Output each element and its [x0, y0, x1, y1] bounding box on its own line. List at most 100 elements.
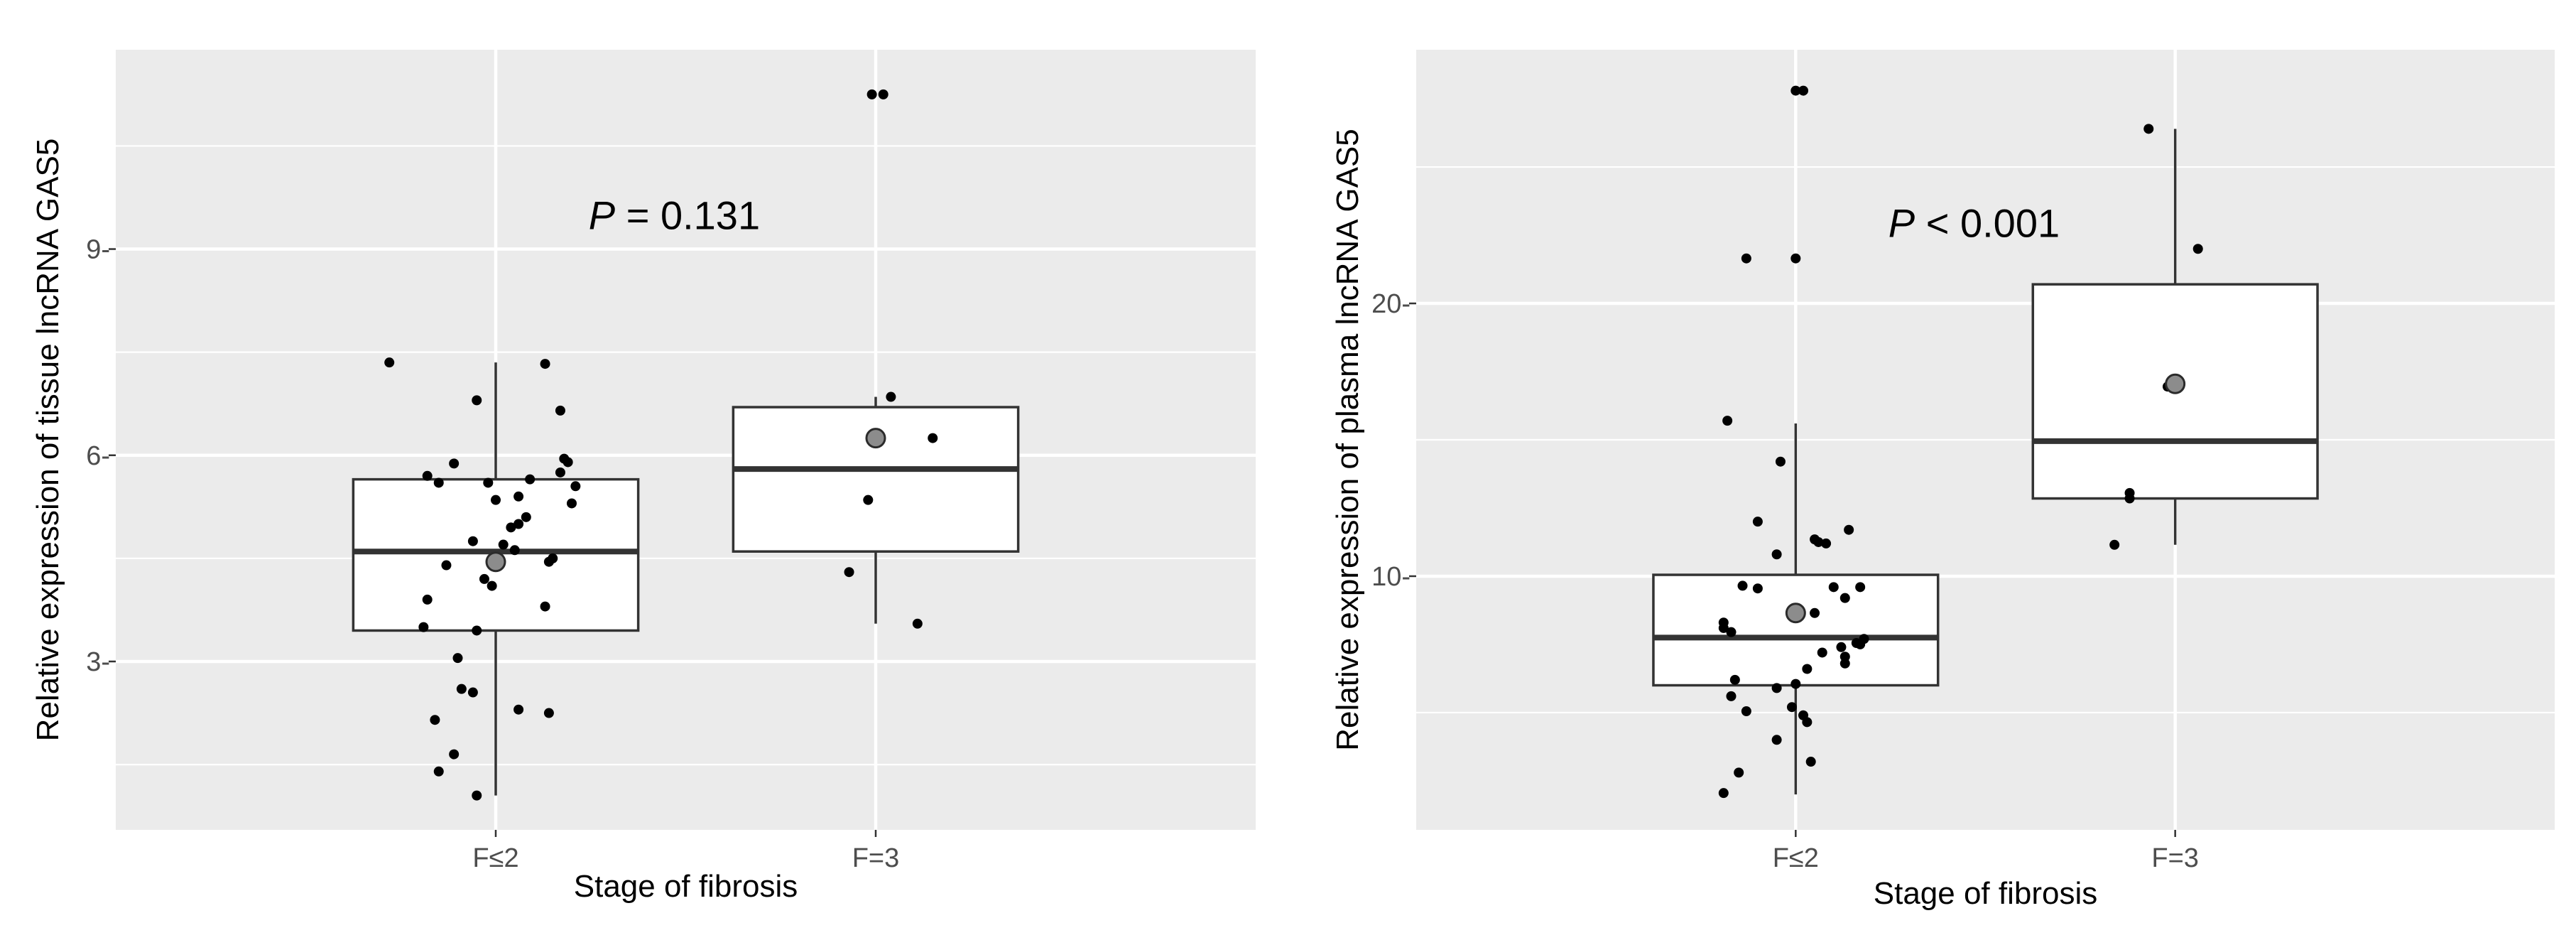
mean-marker: [2165, 373, 2186, 394]
data-point: [878, 89, 888, 99]
data-point: [433, 477, 444, 488]
p-value-text: < 0.001: [1915, 201, 2060, 246]
data-point: [563, 457, 573, 468]
data-point: [430, 715, 440, 725]
mean-marker: [865, 428, 886, 449]
mean-marker: [485, 551, 506, 573]
data-point: [418, 622, 429, 632]
data-point: [1741, 706, 1751, 716]
data-point: [866, 89, 877, 99]
data-point: [1802, 717, 1813, 728]
data-point: [863, 495, 874, 505]
data-point: [487, 580, 497, 591]
data-point: [1855, 582, 1866, 593]
data-point: [844, 567, 854, 578]
data-point: [1844, 524, 1854, 535]
data-point: [1726, 691, 1737, 701]
box-1: [1652, 423, 1940, 795]
y-tick-label: 9-: [86, 235, 110, 265]
data-point: [1810, 607, 1820, 618]
p-value-text: = 0.131: [615, 193, 760, 238]
panel-2: 10- 20- F≤2 F=3 P < 0.001 Stage of fibrosis Re…: [1330, 50, 2555, 911]
data-point: [479, 573, 489, 584]
data-point: [912, 618, 923, 629]
data-point: [1802, 664, 1813, 674]
data-point: [1839, 658, 1850, 669]
data-point: [1771, 683, 1782, 693]
x-tick-label: F≤2: [472, 843, 518, 873]
data-point: [498, 539, 509, 550]
data-point: [483, 477, 494, 488]
data-point: [1741, 253, 1751, 264]
data-point: [1729, 674, 1740, 685]
data-point: [1737, 580, 1748, 591]
data-point: [567, 498, 577, 509]
data-point: [543, 556, 554, 567]
panel-1: 3- 6- 9- F≤2 F=3 P = 0.131 Stage of fibrosis Re…: [31, 50, 1256, 904]
data-point: [449, 749, 460, 760]
data-point: [433, 766, 444, 777]
data-point: [452, 653, 463, 664]
data-point: [570, 481, 581, 492]
x-axis-title: Stage of fibrosis: [1874, 876, 2098, 911]
data-point: [422, 470, 433, 481]
data-point: [509, 545, 520, 556]
data-point: [384, 357, 395, 368]
data-point: [543, 708, 554, 718]
data-point: [886, 391, 896, 402]
data-point: [928, 433, 938, 443]
data-point: [2143, 124, 2154, 134]
x-tick-label: F=3: [852, 843, 900, 873]
data-point: [449, 458, 460, 469]
data-point: [1771, 549, 1782, 560]
data-point: [506, 522, 516, 533]
data-point: [491, 495, 501, 505]
data-point: [472, 625, 482, 636]
data-point: [1775, 456, 1786, 467]
data-point: [525, 474, 536, 485]
data-point: [555, 467, 565, 477]
data-point: [513, 519, 524, 529]
data-point: [1798, 85, 1809, 96]
p-value-symbol: P: [589, 193, 615, 238]
data-point: [1855, 639, 1866, 649]
data-point: [1752, 517, 1763, 527]
data-point: [1771, 735, 1782, 745]
data-point: [1828, 582, 1839, 593]
data-point: [1786, 702, 1797, 713]
y-tick-label: 20-: [1371, 289, 1411, 319]
data-point: [1817, 647, 1827, 658]
data-point: [472, 790, 482, 801]
p-value-symbol: P: [1888, 201, 1915, 246]
p-value-annotation: P < 0.001: [1888, 201, 2060, 246]
y-axis-title: Relative expression of plasma lncRNA GAS…: [1330, 129, 1365, 751]
data-point: [1813, 536, 1824, 547]
data-point: [422, 594, 433, 605]
p-value-annotation: P = 0.131: [589, 193, 760, 238]
data-point: [467, 687, 478, 698]
y-axis-title: Relative expression of tissue lncRNA GAS…: [31, 139, 65, 742]
data-point: [1718, 788, 1729, 799]
data-point: [472, 395, 482, 406]
data-point: [2192, 244, 2203, 254]
data-point: [1805, 757, 1816, 767]
data-point: [2109, 539, 2120, 550]
data-point: [1839, 593, 1850, 603]
data-point: [513, 491, 524, 502]
data-point: [1836, 642, 1847, 652]
x-tick-label: F=3: [2151, 843, 2199, 873]
data-point: [2124, 493, 2135, 504]
data-point: [441, 560, 452, 571]
data-point: [540, 601, 550, 612]
data-point: [1734, 767, 1744, 778]
data-point: [1790, 253, 1801, 264]
data-point: [1821, 538, 1832, 549]
data-point: [1790, 85, 1801, 96]
data-point: [513, 704, 524, 715]
panel-background: [116, 50, 1256, 830]
mean-marker: [1785, 603, 1806, 624]
data-point: [1726, 627, 1737, 637]
data-point: [521, 512, 531, 522]
